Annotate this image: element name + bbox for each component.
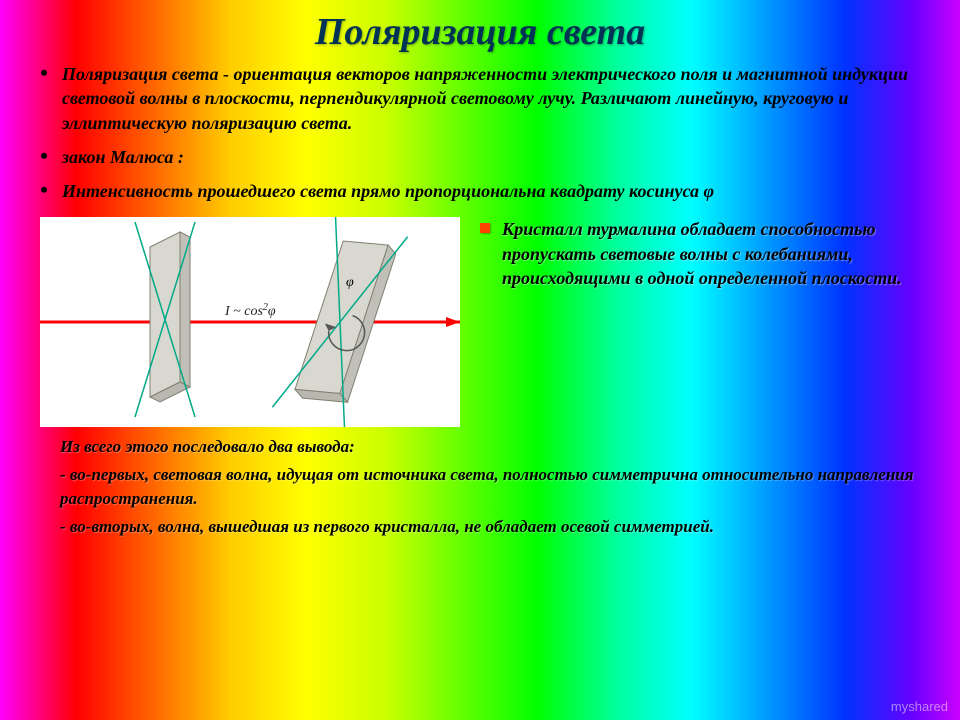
intro-bullet: Интенсивность прошедшего света прямо про… (40, 179, 920, 203)
right-text-block: Кристалл турмалина обладает способностью… (480, 217, 920, 290)
ray-arrowhead (446, 317, 460, 327)
intro-bullet: закон Малюса : (40, 145, 920, 169)
intro-bullet: Поляризация света - ориентация векторов … (40, 62, 920, 135)
watermark: myshared (891, 699, 948, 714)
malus-formula: I ~ cos2φ (224, 302, 276, 319)
intro-list: Поляризация света - ориентация векторов … (0, 54, 960, 203)
polarizer-plate-1 (135, 222, 195, 417)
conclusions-block: Из всего этого последовало два вывода: -… (0, 427, 960, 538)
polarization-diagram: φ I ~ cos2φ (40, 217, 460, 427)
mid-row: φ I ~ cos2φ Кристалл турмалина обладает … (0, 213, 960, 427)
crystal-text: Кристалл турмалина обладает способностью… (480, 217, 920, 290)
conclusions-header: Из всего этого последовало два вывода: (60, 435, 920, 459)
page-title: Поляризация света (0, 0, 960, 54)
conclusion-line: - во-вторых, волна, вышедшая из первого … (60, 515, 920, 539)
angle-label: φ (346, 275, 354, 290)
conclusion-line: - во-первых, световая волна, идущая от и… (60, 463, 920, 511)
